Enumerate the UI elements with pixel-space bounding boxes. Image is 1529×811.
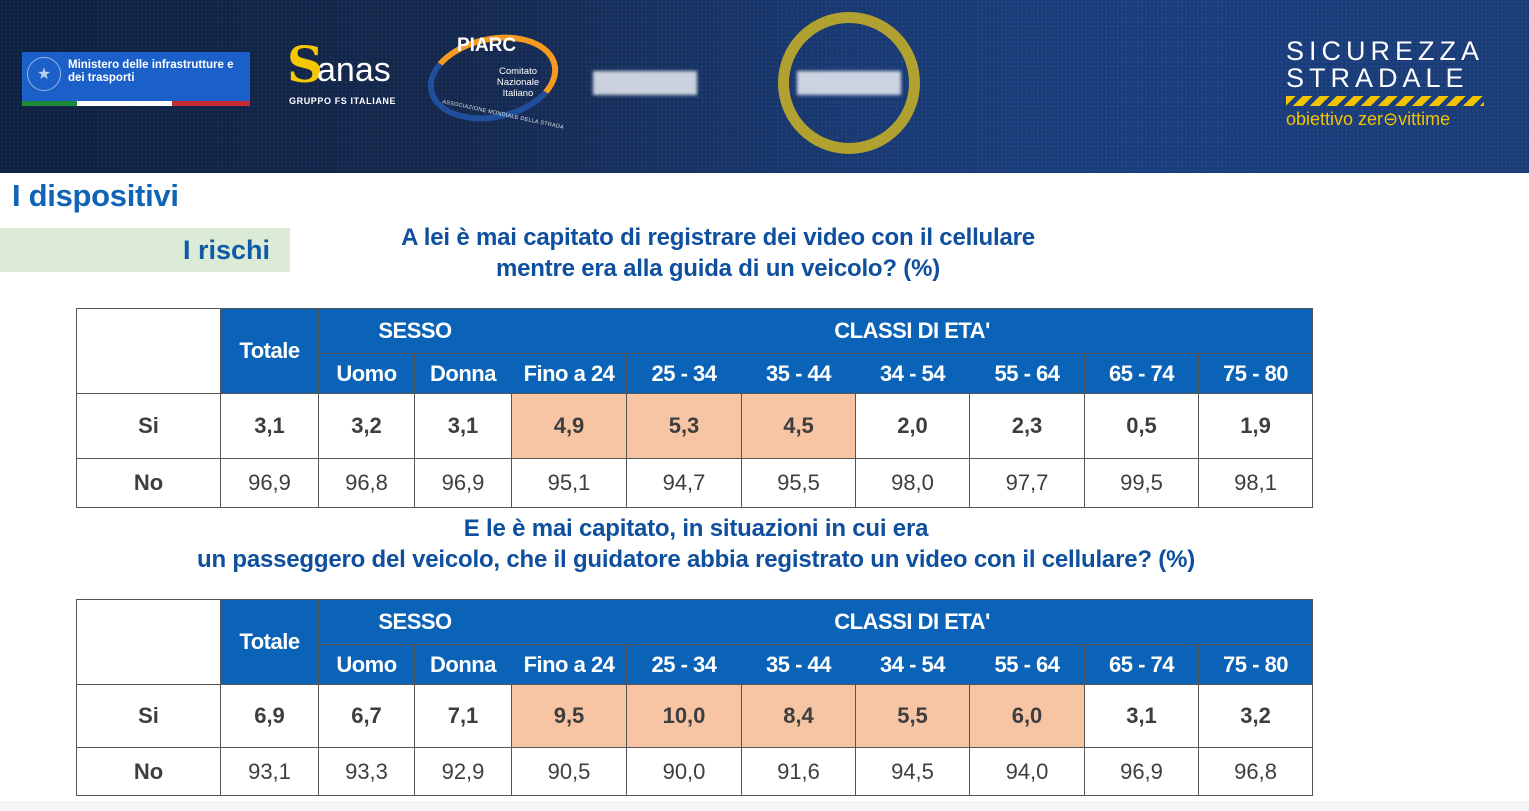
corner-cell	[76, 308, 221, 394]
sicurezza-stradale-logo: SICUREZZA STRADALE obiettivo zer⊖vittime	[1286, 38, 1491, 138]
table-cell: 94,5	[855, 747, 970, 796]
table-cell: 96,9	[220, 458, 319, 508]
header-banner: ★ Ministero delle infrastrutture e dei t…	[0, 0, 1529, 173]
column-header: 55 - 64	[969, 644, 1085, 685]
table-cell: 99,5	[1084, 458, 1199, 508]
piarc-subtitle: Comitato Nazionale Italiano	[496, 66, 540, 99]
column-header: Donna	[414, 644, 512, 685]
header-sesso: SESSO	[318, 308, 512, 354]
row-label: Si	[76, 684, 221, 748]
column-header: Fino a 24	[511, 353, 627, 394]
highlighted-cell: 5,3	[626, 393, 742, 459]
table-cell: 94,7	[626, 458, 742, 508]
table-cell: 6,7	[318, 684, 415, 748]
column-header: 75 - 80	[1197, 353, 1314, 394]
column-header: 35 - 44	[741, 353, 856, 394]
anas-s-mark-icon: S	[287, 35, 324, 94]
table-cell: 2,3	[969, 393, 1085, 459]
table-cell: 94,0	[969, 747, 1085, 796]
column-header: 34 - 54	[855, 644, 970, 685]
highlighted-cell: 6,0	[969, 684, 1085, 748]
table-row: No 96,9 96,8 96,9 95,1 94,7 95,5 98,0 97…	[76, 458, 1314, 508]
table-cell: 3,1	[414, 393, 512, 459]
column-header: Uomo	[318, 644, 415, 685]
table-cell: 93,3	[318, 747, 415, 796]
column-header: Fino a 24	[511, 644, 627, 685]
table-cell: 3,1	[1084, 684, 1199, 748]
table-cell: 91,6	[741, 747, 856, 796]
header-totale: Totale	[220, 599, 319, 685]
highlighted-cell: 9,5	[511, 684, 627, 748]
sicurezza-tagline: obiettivo zer⊖vittime	[1286, 109, 1451, 129]
table-cell: 1,9	[1197, 393, 1314, 459]
table-cell: 3,1	[220, 393, 319, 459]
table-cell: 95,1	[511, 458, 627, 508]
header-classi-eta: CLASSI DI ETA'	[510, 599, 1314, 645]
column-header: 25 - 34	[626, 644, 742, 685]
header-classi-eta: CLASSI DI ETA'	[510, 308, 1314, 354]
table-cell: 96,8	[318, 458, 415, 508]
piarc-logo: PIARC Comitato Nazionale Italiano ASSOCI…	[419, 23, 567, 133]
column-header: 75 - 80	[1197, 644, 1314, 685]
anas-subtitle: GRUPPO FS ITALIANE	[289, 96, 397, 106]
highlighted-cell: 8,4	[741, 684, 856, 748]
road-lane-dash-icon	[593, 71, 697, 95]
subsection-label: I rischi	[0, 228, 290, 272]
table-cell: 93,1	[220, 747, 319, 796]
ministero-logo-text: Ministero delle infrastrutture e dei tra…	[68, 59, 234, 84]
table-cell: 2,0	[855, 393, 970, 459]
italian-republic-emblem-icon: ★	[27, 57, 61, 91]
table-cell: 96,9	[414, 458, 512, 508]
anas-logo: S anas GRUPPO FS ITALIANE	[287, 40, 407, 110]
bottom-strip	[0, 801, 1529, 811]
table1-question: A lei è mai capitato di registrare dei v…	[401, 224, 1035, 282]
column-header: 65 - 74	[1084, 353, 1199, 394]
highlighted-cell: 10,0	[626, 684, 742, 748]
table-cell: 97,7	[969, 458, 1085, 508]
italian-flag-stripe	[22, 101, 250, 106]
table-row: Si 3,1 3,2 3,1 4,9 5,3 4,5 2,0 2,3 0,5 1…	[76, 393, 1314, 459]
column-header: 55 - 64	[969, 353, 1085, 394]
ministero-logo: ★ Ministero delle infrastrutture e dei t…	[22, 52, 250, 106]
table-cell: 3,2	[1197, 684, 1314, 748]
table-cell: 90,5	[511, 747, 627, 796]
column-header: Donna	[414, 353, 512, 394]
column-header: 65 - 74	[1084, 644, 1199, 685]
highlighted-cell: 4,9	[511, 393, 627, 459]
table-cell: 98,0	[855, 458, 970, 508]
table-cell: 90,0	[626, 747, 742, 796]
table-row: Si 6,9 6,7 7,1 9,5 10,0 8,4 5,5 6,0 3,1 …	[76, 684, 1314, 748]
table-row: No 93,1 93,3 92,9 90,5 90,0 91,6 94,5 94…	[76, 747, 1314, 796]
header-totale: Totale	[220, 308, 319, 394]
highlighted-cell: 4,5	[741, 393, 856, 459]
table2-question: E le è mai capitato, in situazioni in cu…	[196, 515, 1196, 573]
highlighted-cell: 5,5	[855, 684, 970, 748]
page-title: I dispositivi	[12, 178, 179, 213]
table1-driver-recording: Totale SESSO CLASSI DI ETA' Uomo Donna F…	[76, 308, 1314, 508]
column-header: 35 - 44	[741, 644, 856, 685]
table-cell: 96,8	[1197, 747, 1314, 796]
corner-cell	[76, 599, 221, 685]
hazard-stripes-icon	[1286, 96, 1484, 106]
table-cell: 0,5	[1084, 393, 1199, 459]
column-header: 34 - 54	[855, 353, 970, 394]
table-cell: 7,1	[414, 684, 512, 748]
row-label: No	[76, 747, 221, 796]
table-cell: 3,2	[318, 393, 415, 459]
row-label: Si	[76, 393, 221, 459]
table2-passenger-observed: Totale SESSO CLASSI DI ETA' Uomo Donna F…	[76, 599, 1314, 796]
road-ring-icon	[778, 12, 920, 154]
table-cell: 95,5	[741, 458, 856, 508]
header-sesso: SESSO	[318, 599, 512, 645]
table-cell: 6,9	[220, 684, 319, 748]
column-header: 25 - 34	[626, 353, 742, 394]
anas-wordmark: anas	[317, 51, 391, 89]
piarc-title: PIARC	[457, 35, 517, 56]
row-label: No	[76, 458, 221, 508]
table-cell: 96,9	[1084, 747, 1199, 796]
table-cell: 98,1	[1197, 458, 1314, 508]
table-cell: 92,9	[414, 747, 512, 796]
column-header: Uomo	[318, 353, 415, 394]
